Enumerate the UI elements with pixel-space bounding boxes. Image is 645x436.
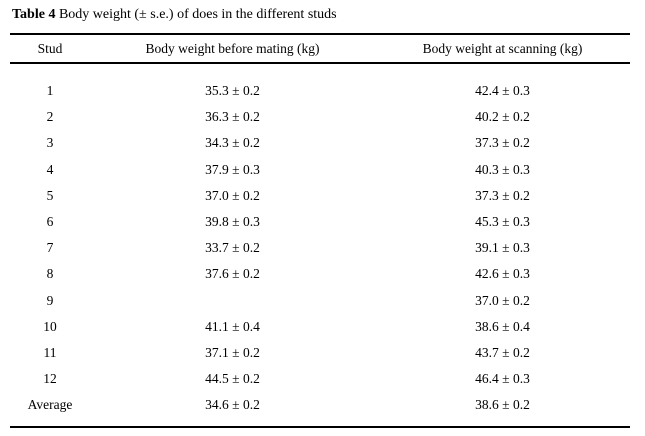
- cell-before-mating: 39.8 ± 0.3: [205, 214, 260, 230]
- table-row-average: Average 34.6 ± 0.2 38.6 ± 0.2: [10, 392, 630, 418]
- cell-before-mating: 34.3 ± 0.2: [205, 135, 260, 151]
- cell-before-mating: 37.9 ± 0.3: [205, 161, 260, 177]
- cell-stud: 8: [46, 266, 54, 282]
- cell-stud: 2: [46, 109, 54, 125]
- table-caption: Table 4 Body weight (± s.e.) of does in …: [12, 6, 337, 24]
- cell-stud: 10: [43, 318, 57, 334]
- cell-at-scanning: 40.2 ± 0.2: [475, 109, 530, 125]
- caption-table-number: Table 4: [12, 7, 56, 22]
- cell-stud: 5: [46, 187, 54, 203]
- cell-before-mating: 33.7 ± 0.2: [205, 240, 260, 256]
- cell-before-mating: 41.1 ± 0.4: [205, 318, 260, 334]
- cell-before-mating: 35.3 ± 0.2: [205, 83, 260, 99]
- cell-stud: 7: [46, 240, 54, 256]
- table-row: 12 44.5 ± 0.2 46.4 ± 0.3: [10, 366, 630, 392]
- table-row: 9 37.0 ± 0.2: [10, 288, 630, 314]
- cell-stud: 9: [46, 292, 54, 308]
- cell-stud: 6: [46, 214, 54, 230]
- cell-at-scanning: 46.4 ± 0.3: [475, 371, 530, 387]
- cell-at-scanning: 37.3 ± 0.2: [475, 187, 530, 203]
- header-stud: Stud: [37, 40, 63, 56]
- table-row: 3 34.3 ± 0.2 37.3 ± 0.2: [10, 130, 630, 156]
- cell-at-scanning: 38.6 ± 0.2: [475, 397, 530, 413]
- cell-before-mating: 37.0 ± 0.2: [205, 187, 260, 203]
- cell-stud: Average: [27, 397, 73, 413]
- table-header-row: Stud Body weight before mating (kg) Body…: [10, 35, 630, 64]
- studs-body-weight-table: Stud Body weight before mating (kg) Body…: [10, 33, 630, 429]
- cell-at-scanning: 43.7 ± 0.2: [475, 344, 530, 360]
- cell-at-scanning: 39.1 ± 0.3: [475, 240, 530, 256]
- cell-before-mating: 37.6 ± 0.2: [205, 266, 260, 282]
- cell-at-scanning: 45.3 ± 0.3: [475, 214, 530, 230]
- cell-before-mating: 44.5 ± 0.2: [205, 371, 260, 387]
- cell-before-mating: 36.3 ± 0.2: [205, 109, 260, 125]
- cell-at-scanning: 38.6 ± 0.4: [475, 318, 530, 334]
- cell-at-scanning: 42.4 ± 0.3: [475, 83, 530, 99]
- cell-at-scanning: 42.6 ± 0.3: [475, 266, 530, 282]
- cell-at-scanning: 37.0 ± 0.2: [475, 292, 530, 308]
- cell-stud: 12: [43, 371, 57, 387]
- cell-before-mating: 34.6 ± 0.2: [205, 397, 260, 413]
- table-row: 7 33.7 ± 0.2 39.1 ± 0.3: [10, 235, 630, 261]
- cell-stud: 1: [46, 83, 54, 99]
- caption-text: Body weight (± s.e.) of does in the diff…: [55, 7, 337, 22]
- table-body: 1 35.3 ± 0.2 42.4 ± 0.3 2 36.3 ± 0.2 40.…: [10, 64, 630, 429]
- cell-stud: 4: [46, 161, 54, 177]
- table-row: 8 37.6 ± 0.2 42.6 ± 0.3: [10, 261, 630, 287]
- table-row: 10 41.1 ± 0.4 38.6 ± 0.4: [10, 314, 630, 340]
- table-row: 5 37.0 ± 0.2 37.3 ± 0.2: [10, 183, 630, 209]
- table-row: 6 39.8 ± 0.3 45.3 ± 0.3: [10, 209, 630, 235]
- cell-stud: 3: [46, 135, 54, 151]
- table-row: 2 36.3 ± 0.2 40.2 ± 0.2: [10, 104, 630, 130]
- table-row: 11 37.1 ± 0.2 43.7 ± 0.2: [10, 340, 630, 366]
- header-before-mating: Body weight before mating (kg): [145, 40, 320, 56]
- header-at-scanning: Body weight at scanning (kg): [422, 40, 583, 56]
- cell-at-scanning: 40.3 ± 0.3: [475, 161, 530, 177]
- table-row: 4 37.9 ± 0.3 40.3 ± 0.3: [10, 157, 630, 183]
- cell-stud: 11: [43, 344, 57, 360]
- table-row: 1 35.3 ± 0.2 42.4 ± 0.3: [10, 78, 630, 104]
- cell-before-mating: 37.1 ± 0.2: [205, 344, 260, 360]
- cell-at-scanning: 37.3 ± 0.2: [475, 135, 530, 151]
